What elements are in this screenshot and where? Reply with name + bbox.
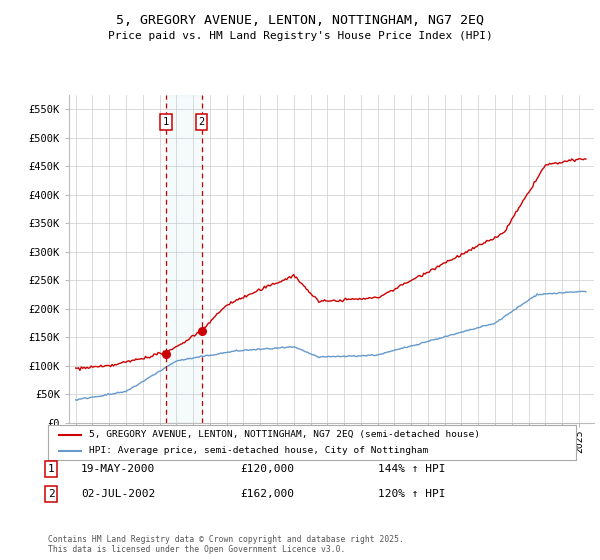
- Text: 2: 2: [199, 117, 205, 127]
- Text: 1: 1: [163, 117, 169, 127]
- Text: 5, GREGORY AVENUE, LENTON, NOTTINGHAM, NG7 2EQ: 5, GREGORY AVENUE, LENTON, NOTTINGHAM, N…: [116, 14, 484, 27]
- Text: 2: 2: [47, 489, 55, 499]
- Text: Contains HM Land Registry data © Crown copyright and database right 2025.
This d: Contains HM Land Registry data © Crown c…: [48, 535, 404, 554]
- Text: Price paid vs. HM Land Registry's House Price Index (HPI): Price paid vs. HM Land Registry's House …: [107, 31, 493, 41]
- Text: 5, GREGORY AVENUE, LENTON, NOTTINGHAM, NG7 2EQ (semi-detached house): 5, GREGORY AVENUE, LENTON, NOTTINGHAM, N…: [89, 430, 480, 439]
- Text: 02-JUL-2002: 02-JUL-2002: [81, 489, 155, 499]
- Text: 120% ↑ HPI: 120% ↑ HPI: [378, 489, 445, 499]
- Text: HPI: Average price, semi-detached house, City of Nottingham: HPI: Average price, semi-detached house,…: [89, 446, 428, 455]
- Text: 144% ↑ HPI: 144% ↑ HPI: [378, 464, 445, 474]
- Text: 19-MAY-2000: 19-MAY-2000: [81, 464, 155, 474]
- Text: £162,000: £162,000: [240, 489, 294, 499]
- Text: £120,000: £120,000: [240, 464, 294, 474]
- Text: 1: 1: [47, 464, 55, 474]
- Bar: [166, 95, 202, 423]
